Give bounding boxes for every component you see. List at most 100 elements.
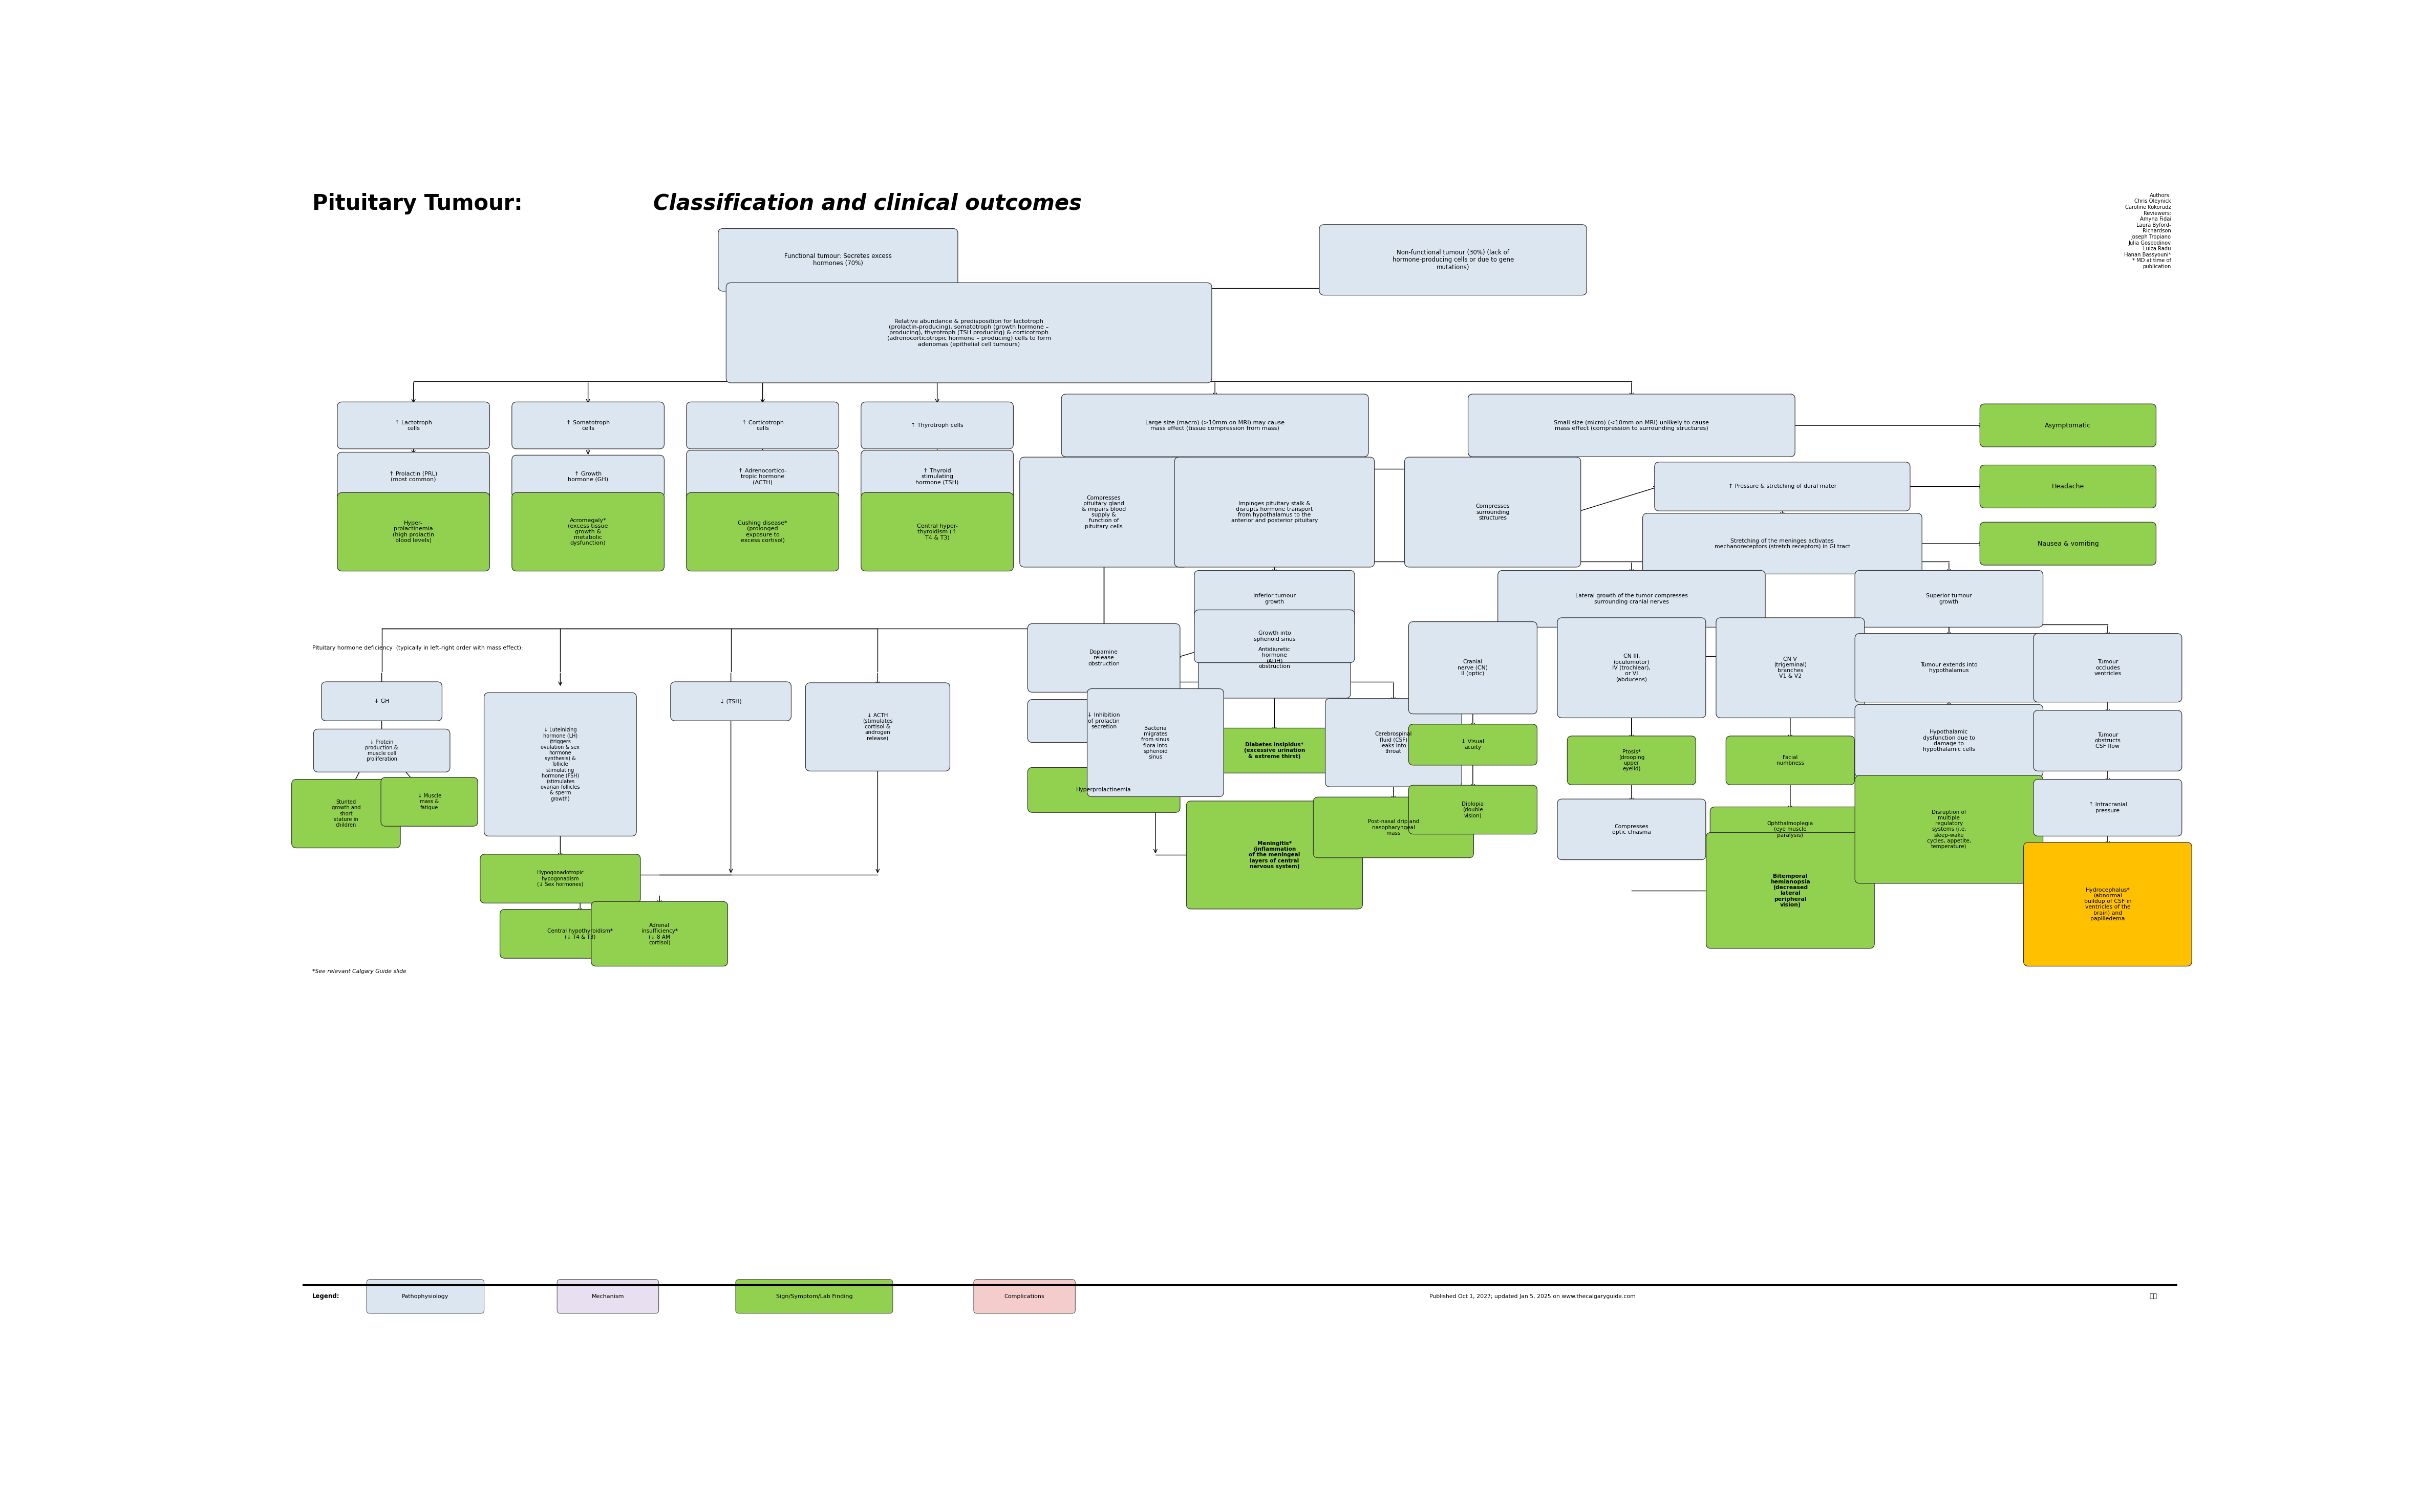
FancyBboxPatch shape — [975, 1279, 1076, 1314]
Text: Stunted
growth and
short
stature in
children: Stunted growth and short stature in chil… — [331, 800, 360, 827]
FancyBboxPatch shape — [513, 402, 665, 449]
FancyBboxPatch shape — [293, 779, 402, 848]
Text: Lateral growth of the tumor compresses
surrounding cranial nerves: Lateral growth of the tumor compresses s… — [1575, 593, 1688, 605]
FancyBboxPatch shape — [336, 452, 489, 500]
Text: Relative abundance & predisposition for lactotroph
(prolactin-producing), somato: Relative abundance & predisposition for … — [888, 319, 1050, 346]
Text: ↑ Prolactin (PRL)
(most common): ↑ Prolactin (PRL) (most common) — [389, 472, 438, 482]
FancyBboxPatch shape — [1318, 225, 1587, 295]
Text: ↓ Visual
acuity: ↓ Visual acuity — [1461, 739, 1485, 750]
FancyBboxPatch shape — [1710, 807, 1870, 851]
Text: Pituitary hormone deficiency  (typically in left-right order with mass effect):: Pituitary hormone deficiency (typically … — [312, 646, 523, 650]
Text: Sign/Symptom/Lab Finding: Sign/Symptom/Lab Finding — [776, 1294, 851, 1299]
Text: Small size (micro) (<10mm on MRI) unlikely to cause
mass effect (compression to : Small size (micro) (<10mm on MRI) unlike… — [1553, 420, 1710, 431]
Text: CN V
(trigeminal)
branches
V1 & V2: CN V (trigeminal) branches V1 & V2 — [1773, 656, 1807, 679]
FancyBboxPatch shape — [1028, 700, 1180, 742]
Text: ↓ ACTH
(stimulates
cortisol &
androgen
release): ↓ ACTH (stimulates cortisol & androgen r… — [864, 712, 893, 741]
Text: Nausea & vomiting: Nausea & vomiting — [2037, 540, 2100, 547]
FancyBboxPatch shape — [687, 451, 839, 503]
Text: Antidiuretic
hormone
(ADH)
obstruction: Antidiuretic hormone (ADH) obstruction — [1258, 647, 1289, 670]
FancyBboxPatch shape — [861, 493, 1014, 572]
Text: Hypogonadotropic
hypogonadism
(↓ Sex hormones): Hypogonadotropic hypogonadism (↓ Sex hor… — [537, 871, 583, 888]
FancyBboxPatch shape — [861, 451, 1014, 503]
Text: Inferior tumour
growth: Inferior tumour growth — [1253, 593, 1297, 605]
Text: Diabetes insipidus*
(excessive urination
& extreme thirst): Diabetes insipidus* (excessive urination… — [1243, 742, 1304, 759]
Text: ↓ Muscle
mass &
fatigue: ↓ Muscle mass & fatigue — [418, 794, 440, 810]
FancyBboxPatch shape — [2025, 842, 2192, 966]
Text: Compresses
pituitary gland
& impairs blood
supply &
function of
pituitary cells: Compresses pituitary gland & impairs blo… — [1081, 496, 1125, 529]
FancyBboxPatch shape — [1855, 634, 2044, 702]
FancyBboxPatch shape — [726, 283, 1212, 383]
FancyBboxPatch shape — [1086, 688, 1224, 797]
FancyBboxPatch shape — [1497, 570, 1766, 627]
FancyBboxPatch shape — [1468, 395, 1795, 457]
FancyBboxPatch shape — [322, 682, 443, 721]
Text: Ptosis*
(drooping
upper
eyelid): Ptosis* (drooping upper eyelid) — [1618, 750, 1645, 771]
FancyBboxPatch shape — [1190, 729, 1359, 773]
Text: ⒸⓈ: ⒸⓈ — [2150, 1293, 2158, 1300]
FancyBboxPatch shape — [718, 228, 958, 292]
FancyBboxPatch shape — [1028, 768, 1180, 812]
FancyBboxPatch shape — [314, 729, 450, 773]
FancyBboxPatch shape — [1558, 618, 1705, 718]
FancyBboxPatch shape — [1655, 463, 1911, 511]
Text: Cushing disease*
(prolonged
exposure to
excess cortisol): Cushing disease* (prolonged exposure to … — [738, 520, 786, 543]
Text: Facial
numbness: Facial numbness — [1776, 754, 1805, 767]
Text: *See relevant Calgary Guide slide: *See relevant Calgary Guide slide — [312, 969, 406, 974]
Text: ↓ Luteinizing
hormone (LH)
(triggers
ovulation & sex
hormone
synthesis) &
follic: ↓ Luteinizing hormone (LH) (triggers ovu… — [542, 727, 581, 801]
FancyBboxPatch shape — [1643, 513, 1923, 575]
Text: ↑ Pressure & stretching of dural mater: ↑ Pressure & stretching of dural mater — [1727, 484, 1836, 488]
FancyBboxPatch shape — [687, 493, 839, 572]
Text: Authors:
Chris Oleynick
Caroline Kokorudz
Reviewers:
Amyna Fidai
Laura Byford-
R: Authors: Chris Oleynick Caroline Kokorud… — [2124, 194, 2172, 269]
FancyBboxPatch shape — [1408, 621, 1536, 714]
Text: Hyper-
prolactinemia
(high prolactin
blood levels): Hyper- prolactinemia (high prolactin blo… — [392, 520, 435, 543]
FancyBboxPatch shape — [479, 854, 641, 903]
Text: Pathophysiology: Pathophysiology — [402, 1294, 450, 1299]
Text: CN III,
(oculomotor)
IV (trochlear),
or VI
(abducens): CN III, (oculomotor) IV (trochlear), or … — [1613, 653, 1650, 682]
Text: ↑ Thyroid
stimulating
hormone (TSH): ↑ Thyroid stimulating hormone (TSH) — [917, 469, 958, 485]
FancyBboxPatch shape — [590, 901, 728, 966]
Text: Non-functional tumour (30%) (lack of
hormone-producing cells or due to gene
muta: Non-functional tumour (30%) (lack of hor… — [1393, 249, 1514, 271]
Text: Large size (macro) (>10mm on MRI) may cause
mass effect (tissue compression from: Large size (macro) (>10mm on MRI) may ca… — [1144, 420, 1284, 431]
Text: ↑ Intracranial
pressure: ↑ Intracranial pressure — [2088, 803, 2126, 813]
Text: Growth into
sphenoid sinus: Growth into sphenoid sinus — [1253, 631, 1294, 641]
Text: Disruption of
multiple
regulatory
systems (i.e.
sleep-wake
cycles, appetite,
tem: Disruption of multiple regulatory system… — [1928, 809, 1971, 850]
FancyBboxPatch shape — [1195, 570, 1355, 627]
Text: Central hypothyroidism*
(↓ T4 & T3): Central hypothyroidism* (↓ T4 & T3) — [547, 928, 612, 939]
FancyBboxPatch shape — [1185, 801, 1362, 909]
FancyBboxPatch shape — [1558, 798, 1705, 860]
Text: Classification and clinical outcomes: Classification and clinical outcomes — [653, 194, 1081, 215]
FancyBboxPatch shape — [1715, 618, 1865, 718]
FancyBboxPatch shape — [1727, 736, 1855, 785]
FancyBboxPatch shape — [1314, 797, 1473, 857]
Text: Hypothalamic
dysfunction due to
damage to
hypothalamic cells: Hypothalamic dysfunction due to damage t… — [1923, 730, 1974, 751]
FancyBboxPatch shape — [687, 402, 839, 449]
FancyBboxPatch shape — [1195, 609, 1355, 662]
FancyBboxPatch shape — [368, 1279, 484, 1314]
Text: ↑ Thyrotroph cells: ↑ Thyrotroph cells — [912, 423, 963, 428]
FancyBboxPatch shape — [2034, 634, 2182, 702]
Text: Ophthalmoplegia
(eye muscle
paralysis): Ophthalmoplegia (eye muscle paralysis) — [1768, 821, 1814, 838]
FancyBboxPatch shape — [1021, 457, 1188, 567]
FancyBboxPatch shape — [670, 682, 791, 721]
FancyBboxPatch shape — [513, 455, 665, 497]
Text: Cerebrospinal
fluid (CSF)
leaks into
throat: Cerebrospinal fluid (CSF) leaks into thr… — [1374, 732, 1413, 754]
Text: Bacteria
migrates
from sinus
flora into
sphenoid
sinus: Bacteria migrates from sinus flora into … — [1142, 726, 1168, 759]
Text: ↑ Corticotroph
cells: ↑ Corticotroph cells — [743, 420, 784, 431]
Text: ↑ Lactotroph
cells: ↑ Lactotroph cells — [394, 420, 433, 431]
FancyBboxPatch shape — [336, 402, 489, 449]
FancyBboxPatch shape — [513, 493, 665, 572]
Text: ↑ Growth
hormone (GH): ↑ Growth hormone (GH) — [568, 472, 607, 482]
Text: Bitemporal
hemianopsia
(decreased
lateral
peripheral
vision): Bitemporal hemianopsia (decreased latera… — [1771, 874, 1809, 907]
Text: Compresses
optic chiasma: Compresses optic chiasma — [1611, 824, 1650, 835]
Text: Legend:: Legend: — [312, 1293, 339, 1300]
Text: Functional tumour: Secretes excess
hormones (70%): Functional tumour: Secretes excess hormo… — [784, 253, 893, 268]
FancyBboxPatch shape — [806, 683, 951, 771]
FancyBboxPatch shape — [1326, 699, 1461, 786]
FancyBboxPatch shape — [336, 493, 489, 572]
FancyBboxPatch shape — [501, 909, 660, 959]
Text: Pituitary Tumour:: Pituitary Tumour: — [312, 194, 530, 215]
Text: Complications: Complications — [1004, 1294, 1045, 1299]
Text: Headache: Headache — [2051, 484, 2085, 490]
Text: Cranial
nerve (CN)
II (optic): Cranial nerve (CN) II (optic) — [1459, 659, 1488, 676]
Text: Superior tumour
growth: Superior tumour growth — [1926, 593, 1971, 605]
